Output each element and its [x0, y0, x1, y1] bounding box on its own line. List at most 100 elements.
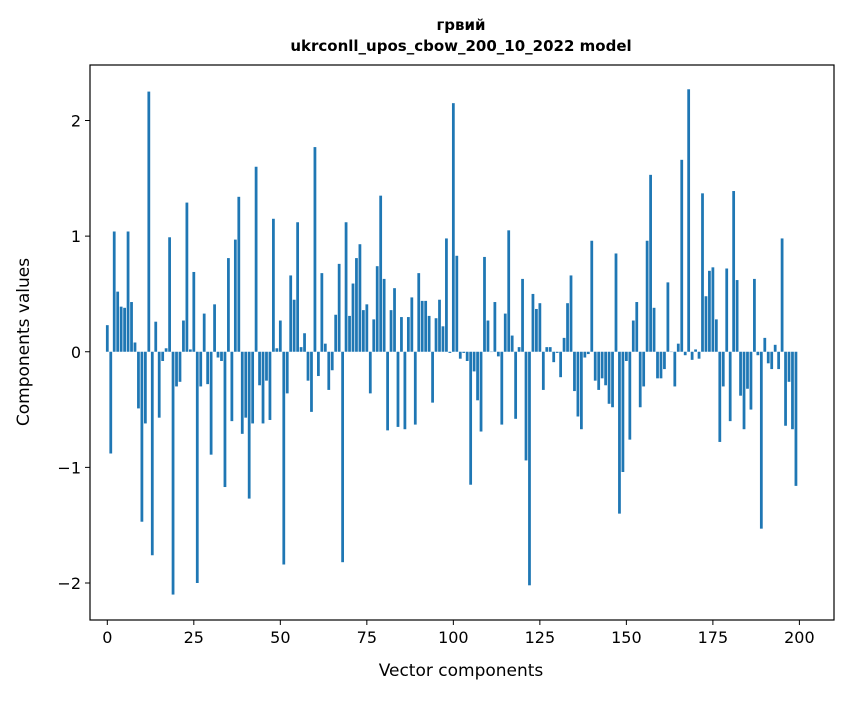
bar [545, 347, 548, 352]
bar [753, 279, 756, 352]
bar [497, 352, 500, 357]
bar [514, 352, 517, 419]
bar [663, 352, 666, 369]
bar [504, 314, 507, 352]
bar [442, 326, 445, 351]
bar [362, 310, 365, 352]
bar [535, 309, 538, 352]
bar [199, 352, 202, 387]
bar [770, 352, 773, 369]
y-tick-label: 0 [71, 343, 81, 362]
bar [258, 352, 261, 386]
bar [317, 352, 320, 376]
bar [618, 352, 621, 514]
y-axis-label: Components values [14, 258, 34, 426]
bar [255, 167, 258, 352]
bar [303, 333, 306, 352]
bar [172, 352, 175, 595]
bar [251, 352, 254, 424]
bar [424, 301, 427, 352]
bar [355, 258, 358, 352]
bar [293, 300, 296, 352]
bar [449, 352, 452, 353]
x-tick-label: 0 [102, 628, 112, 647]
x-tick-label: 100 [438, 628, 469, 647]
bar [289, 275, 292, 351]
bar [698, 352, 701, 359]
bar [680, 160, 683, 352]
bar [784, 352, 787, 426]
x-tick-label: 175 [698, 628, 729, 647]
bar [300, 347, 303, 352]
bar [365, 304, 368, 351]
bar [379, 196, 382, 352]
bar [407, 317, 410, 352]
bar [549, 347, 552, 352]
bar [348, 316, 351, 352]
bar [601, 352, 604, 379]
bar [583, 352, 586, 358]
bar [722, 352, 725, 387]
bar [559, 352, 562, 377]
bar [552, 352, 555, 362]
bar [404, 352, 407, 429]
bar [147, 92, 150, 352]
bar [386, 352, 389, 431]
bar [134, 343, 137, 352]
bars-group [106, 89, 797, 594]
bar [701, 193, 704, 351]
bar [556, 352, 559, 353]
bar [642, 352, 645, 387]
bar [566, 303, 569, 352]
bar [500, 352, 503, 425]
bar [244, 352, 247, 418]
bar [352, 284, 355, 352]
bar [400, 317, 403, 352]
bar [345, 222, 348, 352]
y-tick-label: 1 [71, 227, 81, 246]
bar [580, 352, 583, 429]
bar [435, 318, 438, 352]
bar [151, 352, 154, 556]
bar [577, 352, 580, 417]
bar [542, 352, 545, 390]
bar [213, 304, 216, 351]
bar [756, 352, 759, 355]
bar [469, 352, 472, 485]
bar [795, 352, 798, 486]
bar [525, 352, 528, 461]
bar [715, 319, 718, 351]
bar [611, 352, 614, 408]
bar [144, 352, 147, 424]
bar [224, 352, 227, 487]
bar [774, 345, 777, 352]
bar [192, 272, 195, 352]
bar [282, 352, 285, 565]
bar [635, 302, 638, 352]
bar [324, 344, 327, 352]
bar [327, 352, 330, 390]
x-tick-label: 25 [184, 628, 204, 647]
x-tick-label: 200 [784, 628, 815, 647]
bar [269, 352, 272, 420]
bar [410, 297, 413, 351]
bar [106, 325, 109, 352]
bar [625, 352, 628, 361]
bar [359, 244, 362, 352]
bar [615, 253, 618, 351]
bar [632, 321, 635, 352]
bar [397, 352, 400, 427]
bar [165, 348, 168, 351]
bar [390, 310, 393, 352]
bar [570, 275, 573, 351]
bar [220, 352, 223, 361]
bar [203, 314, 206, 352]
bar [127, 232, 130, 352]
bar [767, 352, 770, 364]
bar [708, 271, 711, 352]
bar [438, 300, 441, 352]
bar [154, 322, 157, 352]
bar [487, 321, 490, 352]
